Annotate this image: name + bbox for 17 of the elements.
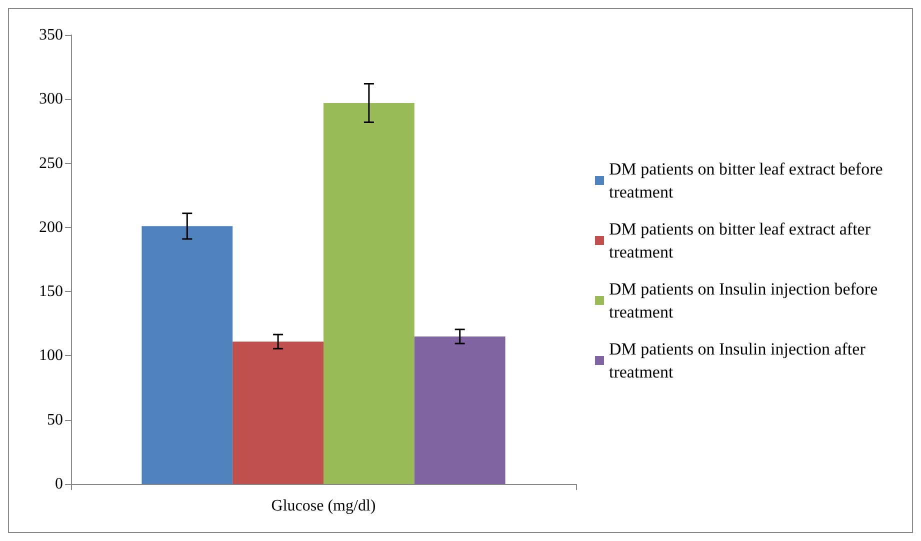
y-tick-label: 50 <box>47 411 63 428</box>
bar <box>142 226 233 484</box>
y-tick-label: 300 <box>39 90 63 108</box>
y-tick-label: 100 <box>39 347 63 364</box>
bar <box>324 102 414 484</box>
bar <box>414 336 506 484</box>
y-tick-label: 150 <box>39 283 63 300</box>
legend-label: DM patients on Insulin injection before treatment <box>609 280 882 322</box>
x-tick-label: Glucose (mg/dl) <box>271 498 376 514</box>
y-tick-label: 250 <box>39 154 63 172</box>
y-tick-label: 0 <box>55 476 63 492</box>
bar <box>232 342 324 484</box>
legend-label: DM patients on Insulin injection after treatment <box>609 340 870 382</box>
legend-label: DM patients on bitter leaf extract before treatment <box>609 160 888 202</box>
y-tick-label: 350 <box>39 26 63 44</box>
y-tick-label: 200 <box>39 218 63 236</box>
legend-label: DM patients on bitter leaf extract after treatment <box>609 220 875 262</box>
